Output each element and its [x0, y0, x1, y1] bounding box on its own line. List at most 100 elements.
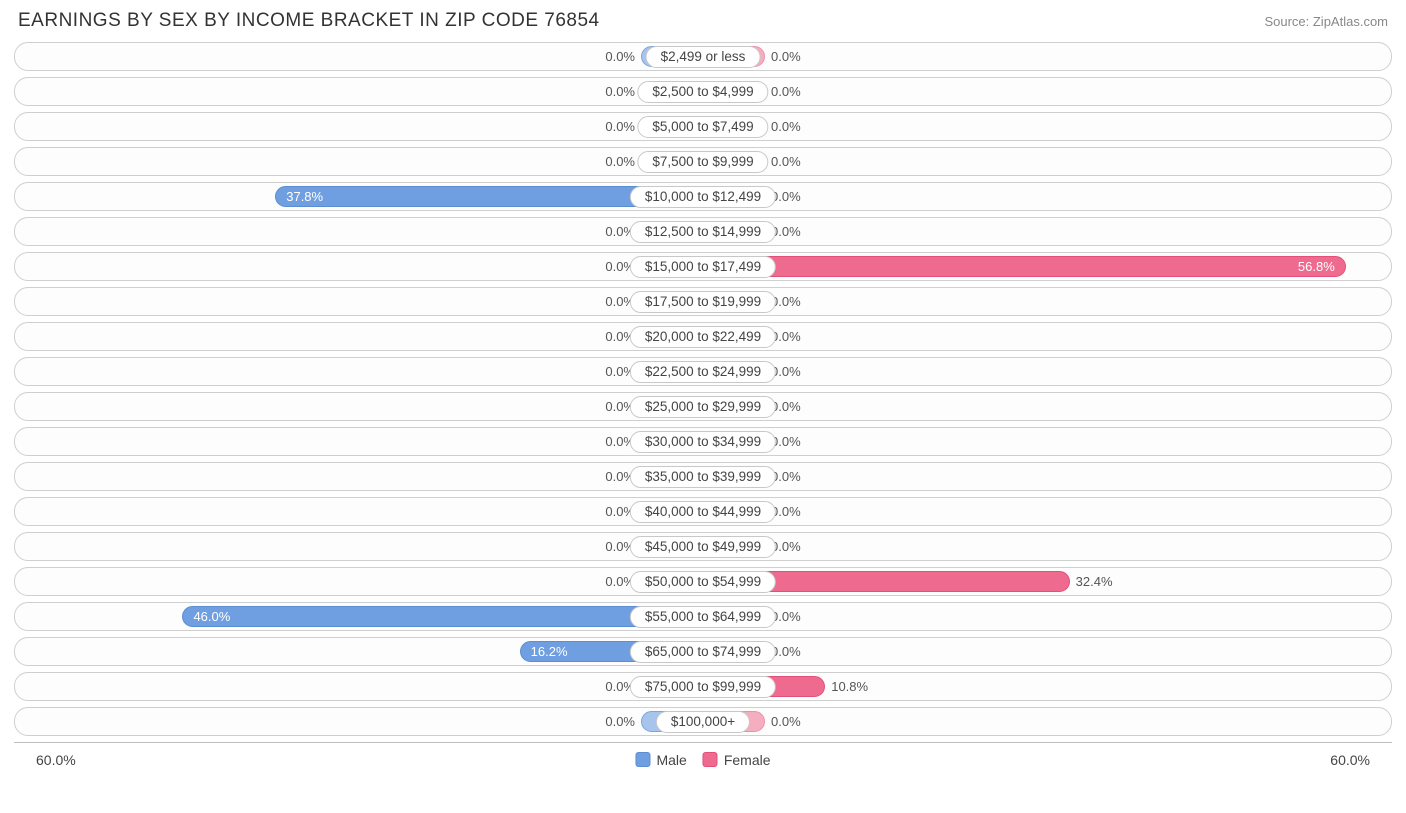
- female-value-outer-label: 32.4%: [1076, 574, 1113, 589]
- female-half: 0.0%: [703, 288, 1391, 315]
- category-label: $5,000 to $7,499: [637, 116, 768, 138]
- female-half: 0.0%: [703, 638, 1391, 665]
- female-half: 0.0%: [703, 43, 1391, 70]
- male-half: 0.0%: [15, 288, 703, 315]
- female-swatch-icon: [703, 752, 718, 767]
- female-half: 0.0%: [703, 113, 1391, 140]
- male-half: 0.0%: [15, 673, 703, 700]
- male-swatch-icon: [635, 752, 650, 767]
- female-half: 0.0%: [703, 533, 1391, 560]
- legend-male: Male: [635, 752, 686, 768]
- male-bar: 46.0%: [182, 606, 703, 627]
- female-half: 0.0%: [703, 393, 1391, 420]
- male-half: 0.0%: [15, 43, 703, 70]
- chart-area: 0.0%0.0%$2,499 or less0.0%0.0%$2,500 to …: [0, 38, 1406, 736]
- legend: Male Female: [635, 752, 770, 768]
- male-value-label: 0.0%: [605, 119, 635, 134]
- male-half: 0.0%: [15, 463, 703, 490]
- category-label: $100,000+: [656, 711, 750, 733]
- chart-row: 0.0%0.0%$17,500 to $19,999: [14, 287, 1392, 316]
- female-value-label: 0.0%: [771, 84, 801, 99]
- male-half: 0.0%: [15, 253, 703, 280]
- chart-row: 0.0%0.0%$30,000 to $34,999: [14, 427, 1392, 456]
- female-half: 0.0%: [703, 358, 1391, 385]
- chart-row: 0.0% 0.0% $100,000+: [14, 707, 1392, 736]
- category-label: $17,500 to $19,999: [630, 291, 776, 313]
- category-label: $35,000 to $39,999: [630, 466, 776, 488]
- female-half: 10.8%10.8%: [703, 673, 1391, 700]
- category-label: $12,500 to $14,999: [630, 221, 776, 243]
- male-value-label: 0.0%: [605, 49, 635, 64]
- male-half: 0.0%: [15, 428, 703, 455]
- chart-row: 0.0%10.8%10.8%$75,000 to $99,999: [14, 672, 1392, 701]
- male-half: 0.0%: [15, 148, 703, 175]
- category-label: $2,500 to $4,999: [637, 81, 768, 103]
- chart-row: 0.0% 0.0%$5,000 to $7,499: [14, 112, 1392, 141]
- female-half: 0.0%: [703, 708, 1391, 735]
- chart-row: 0.0%0.0%$2,499 or less: [14, 42, 1392, 71]
- category-label: $65,000 to $74,999: [630, 641, 776, 663]
- chart-row: 37.8% 0.0%$10,000 to $12,499: [14, 182, 1392, 211]
- male-half: 0.0%: [15, 358, 703, 385]
- axis-left-max: 60.0%: [14, 752, 98, 768]
- chart-row: 0.0%0.0%$12,500 to $14,999: [14, 217, 1392, 246]
- male-half: 0.0%: [15, 708, 703, 735]
- category-label: $30,000 to $34,999: [630, 431, 776, 453]
- female-bar: 56.8%: [703, 256, 1346, 277]
- male-half: 0.0%: [15, 218, 703, 245]
- chart-row: 0.0%0.0%$20,000 to $22,499: [14, 322, 1392, 351]
- male-half: 0.0%: [15, 533, 703, 560]
- male-half: 0.0%: [15, 78, 703, 105]
- female-half: 0.0%: [703, 183, 1391, 210]
- chart-row: 0.0% 0.0%$2,500 to $4,999: [14, 77, 1392, 106]
- male-value-label: 16.2%: [521, 644, 578, 659]
- chart-row: 0.0% 56.8% $15,000 to $17,499: [14, 252, 1392, 281]
- category-label: $2,499 or less: [646, 46, 761, 68]
- category-label: $50,000 to $54,999: [630, 571, 776, 593]
- chart-title: EARNINGS BY SEX BY INCOME BRACKET IN ZIP…: [18, 10, 600, 32]
- female-half: 0.0%: [703, 218, 1391, 245]
- axis-right-max: 60.0%: [1308, 752, 1392, 768]
- male-half: 0.0%: [15, 568, 703, 595]
- chart-row: 0.0%0.0%$35,000 to $39,999: [14, 462, 1392, 491]
- male-value-label: 37.8%: [276, 189, 333, 204]
- male-half: 0.0%: [15, 323, 703, 350]
- chart-row: 0.0%32.4%32.4%$50,000 to $54,999: [14, 567, 1392, 596]
- category-label: $75,000 to $99,999: [630, 676, 776, 698]
- male-half: 0.0%: [15, 113, 703, 140]
- category-label: $25,000 to $29,999: [630, 396, 776, 418]
- female-half: 0.0%: [703, 603, 1391, 630]
- male-value-label: 0.0%: [605, 714, 635, 729]
- female-half: 0.0%: [703, 498, 1391, 525]
- chart-row: 0.0%0.0%$25,000 to $29,999: [14, 392, 1392, 421]
- female-half: 32.4%32.4%: [703, 568, 1391, 595]
- legend-female-label: Female: [724, 752, 771, 768]
- chart-row: 0.0%0.0%$45,000 to $49,999: [14, 532, 1392, 561]
- female-value-outer-label: 10.8%: [831, 679, 868, 694]
- category-label: $10,000 to $12,499: [630, 186, 776, 208]
- female-value-label: 0.0%: [771, 714, 801, 729]
- male-value-label: 46.0%: [183, 609, 240, 624]
- female-half: 0.0%: [703, 428, 1391, 455]
- chart-row: 0.0%0.0%$22,500 to $24,999: [14, 357, 1392, 386]
- female-value-label: 56.8%: [1288, 259, 1345, 274]
- category-label: $15,000 to $17,499: [630, 256, 776, 278]
- female-half: 0.0%: [703, 78, 1391, 105]
- male-value-label: 0.0%: [605, 154, 635, 169]
- chart-footer: 60.0% Male Female 60.0%: [14, 742, 1392, 776]
- category-label: $20,000 to $22,499: [630, 326, 776, 348]
- chart-row: 0.0%0.0%$7,500 to $9,999: [14, 147, 1392, 176]
- male-half: 16.2%: [15, 638, 703, 665]
- female-value-label: 0.0%: [771, 119, 801, 134]
- category-label: $40,000 to $44,999: [630, 501, 776, 523]
- male-half: 0.0%: [15, 498, 703, 525]
- male-half: 37.8%: [15, 183, 703, 210]
- female-half: 56.8%: [703, 253, 1391, 280]
- male-half: 46.0%: [15, 603, 703, 630]
- chart-row: 16.2% 0.0%$65,000 to $74,999: [14, 637, 1392, 666]
- chart-source: Source: ZipAtlas.com: [1264, 14, 1388, 29]
- chart-row: 0.0%0.0%$40,000 to $44,999: [14, 497, 1392, 526]
- female-half: 0.0%: [703, 463, 1391, 490]
- male-half: 0.0%: [15, 393, 703, 420]
- female-half: 0.0%: [703, 148, 1391, 175]
